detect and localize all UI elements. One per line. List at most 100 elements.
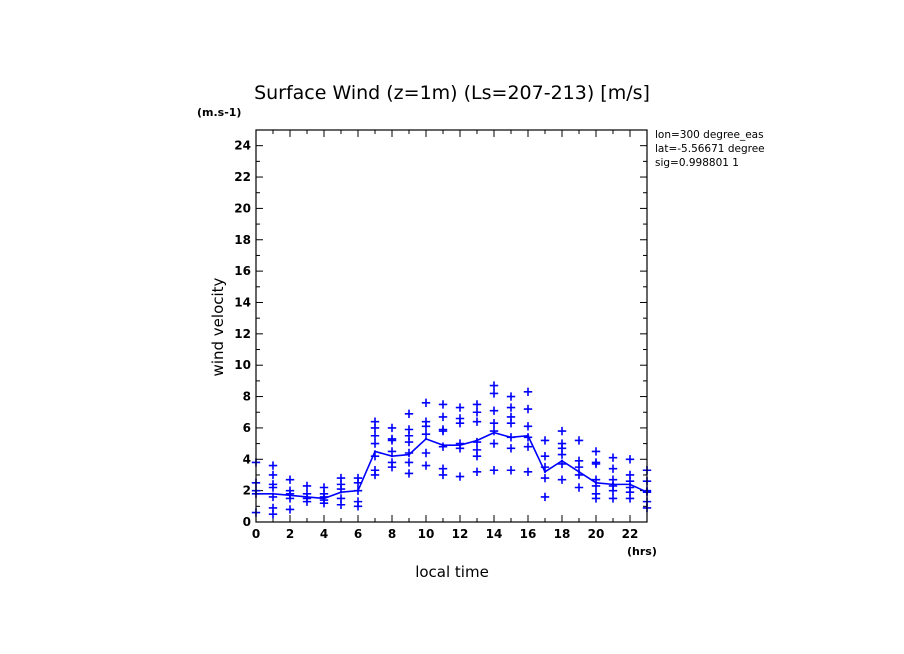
scatter-point — [421, 398, 431, 408]
x-tick-label: 6 — [354, 527, 362, 541]
scatter-point — [268, 503, 278, 513]
mean-series-line — [256, 431, 648, 500]
scatter-point — [404, 448, 414, 458]
scatter-point — [455, 439, 465, 448]
scatter-point — [387, 447, 397, 456]
scatter-point — [608, 494, 618, 503]
scatter-point — [608, 464, 618, 473]
scatter-point — [455, 403, 465, 412]
scatter-point — [540, 473, 550, 483]
scatter-point — [421, 417, 431, 426]
scatter-point — [438, 442, 448, 451]
scatter-point — [285, 475, 295, 484]
scatter-point — [302, 489, 312, 498]
x-tick-label: 18 — [554, 527, 571, 541]
scatter-point — [574, 436, 584, 445]
scatter-point — [370, 439, 380, 448]
y-tick-label: 22 — [234, 170, 251, 184]
scatter-point — [489, 406, 499, 415]
scatter-point — [523, 442, 533, 451]
y-tick-label: 18 — [234, 233, 251, 247]
info-lon: lon=300 degree_eas — [655, 129, 764, 141]
scatter-point — [370, 417, 380, 426]
y-tick-label: 16 — [234, 264, 251, 278]
x-tick-label: 16 — [520, 527, 537, 541]
y-tick-label: 8 — [243, 390, 251, 404]
scatter-point — [557, 475, 567, 484]
data-marks-layer — [251, 381, 652, 519]
scatter-point — [523, 467, 533, 477]
scatter-point — [557, 439, 567, 448]
x-tick-label: 4 — [320, 527, 328, 541]
scatter-point — [438, 400, 448, 409]
scatter-point — [472, 417, 482, 426]
scatter-point — [421, 448, 431, 458]
y-tick-label: 0 — [243, 515, 251, 529]
y-tick-label: 20 — [234, 201, 251, 215]
y-tick-label: 24 — [234, 139, 251, 153]
scatter-point — [506, 392, 516, 401]
scatter-point — [574, 483, 584, 492]
scatter-point — [404, 458, 414, 467]
scatter-point — [591, 447, 601, 456]
scatter-point — [370, 431, 380, 440]
scatter-point — [336, 473, 346, 483]
scatter-point — [404, 425, 414, 434]
scatter-point — [370, 451, 380, 461]
info-sig: sig=0.998801 1 — [655, 157, 739, 169]
scatter-point — [370, 466, 380, 475]
scatter-point — [506, 403, 516, 412]
info-lat: lat=-5.56671 degree — [655, 143, 765, 155]
scatter-point — [472, 400, 482, 409]
scatter-point — [268, 492, 278, 502]
scatter-point — [268, 461, 278, 470]
scatter-point — [438, 412, 448, 422]
y-tick-label: 6 — [243, 421, 251, 435]
scatter-point — [608, 475, 618, 484]
scatter-point — [489, 389, 499, 398]
scatter-point — [421, 429, 431, 439]
scatter-point — [404, 469, 414, 478]
scatter-point — [574, 470, 584, 480]
x-tick-label: 8 — [388, 527, 396, 541]
x-tick-label: 22 — [622, 527, 639, 541]
scatter-point — [540, 462, 550, 472]
y-axis-label: wind velocity — [209, 277, 227, 376]
scatter-point — [285, 486, 295, 495]
scatter-point — [421, 461, 431, 470]
scatter-point — [472, 467, 482, 477]
x-tick-label: 2 — [286, 527, 294, 541]
scatter-point — [591, 475, 601, 484]
scatter-point — [268, 470, 278, 480]
scatter-point — [472, 437, 482, 447]
scatter-point — [455, 472, 465, 481]
scatter-point — [404, 409, 414, 419]
scatter-point — [268, 480, 278, 489]
scatter-point — [438, 425, 448, 434]
scatter-point — [353, 486, 363, 495]
scatter-point — [387, 458, 397, 467]
scatter-point — [387, 423, 397, 433]
scatter-point — [353, 473, 363, 483]
x-tick-label: 10 — [418, 527, 435, 541]
scatter-point — [591, 489, 601, 498]
scatter-point — [625, 470, 635, 480]
scatter-point — [540, 451, 550, 461]
scatter-point — [506, 433, 516, 442]
scatter-point — [489, 439, 499, 448]
x-axis-label: local time — [415, 563, 489, 581]
scatter-point — [574, 456, 584, 466]
scatter-point — [523, 422, 533, 431]
scatter-point — [387, 434, 397, 444]
scatter-point — [285, 505, 295, 514]
y-tick-label: 2 — [243, 484, 251, 498]
y-tick-label: 10 — [234, 358, 251, 372]
scatter-point — [506, 466, 516, 475]
scatter-point — [506, 412, 516, 422]
x-tick-label: 14 — [486, 527, 503, 541]
scatter-point — [540, 436, 550, 445]
scatter-point — [523, 433, 533, 442]
scatter-point — [302, 481, 312, 491]
